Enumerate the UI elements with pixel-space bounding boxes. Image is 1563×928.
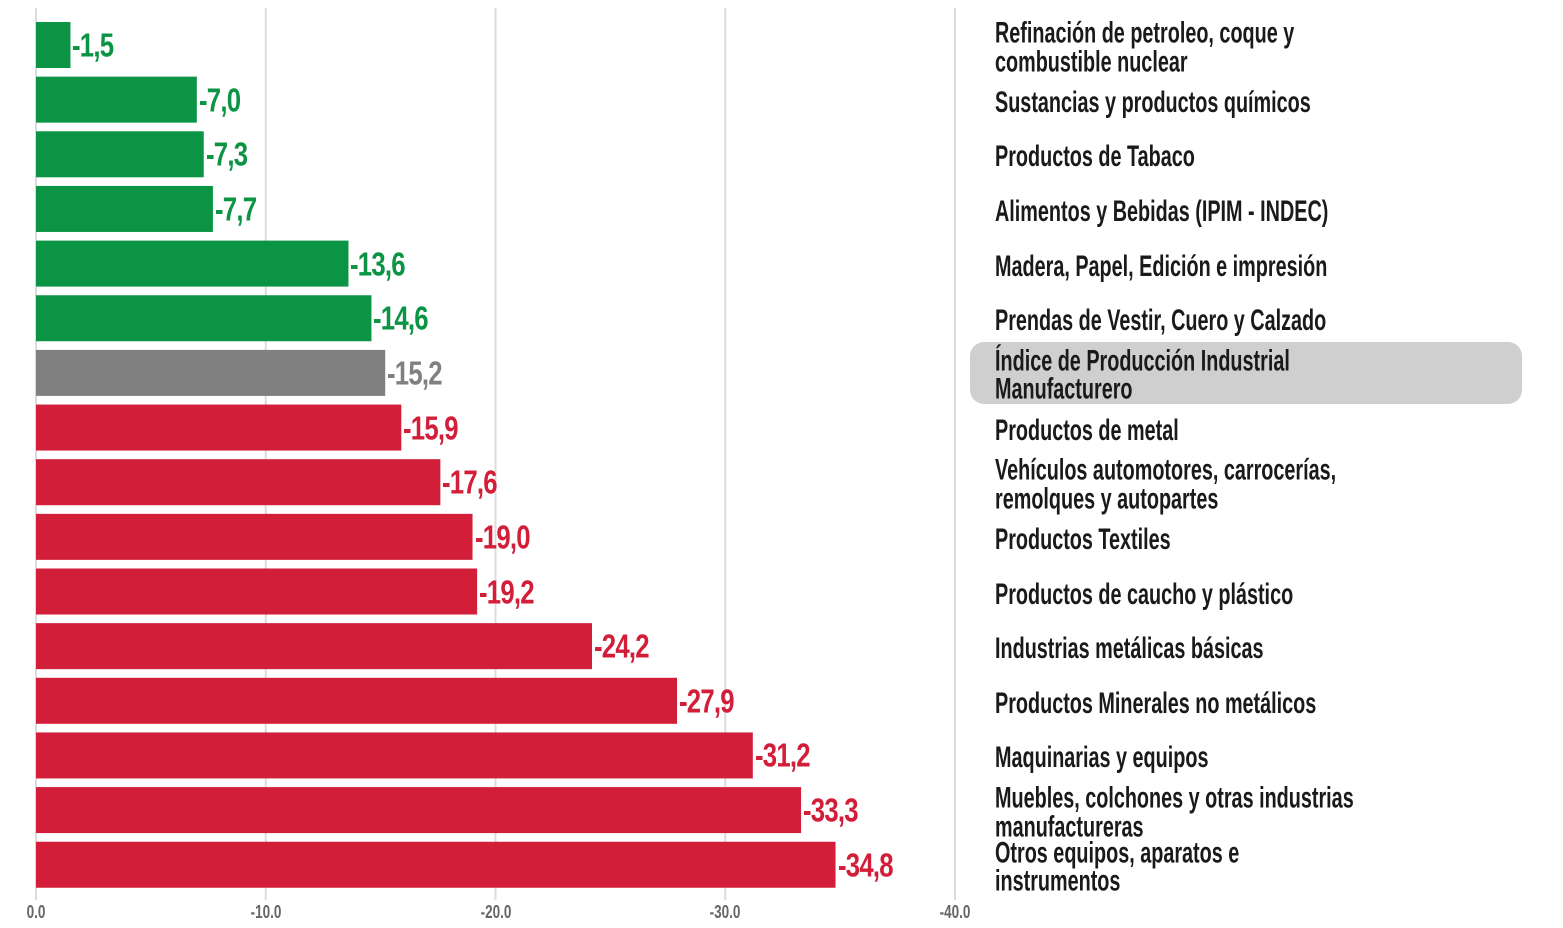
category-label: Otros equipos, aparatos e instrumentos (995, 836, 1240, 898)
bar (36, 131, 204, 178)
data-label: -34,8 (837, 846, 894, 884)
data-label: -7,7 (214, 190, 257, 228)
highlight (970, 341, 1522, 404)
data-label: -14,6 (373, 299, 429, 337)
bar (36, 732, 753, 779)
category-label: Productos de metal (995, 413, 1179, 447)
bar (36, 677, 678, 724)
bar (36, 404, 402, 451)
data-label: -7,3 (205, 135, 248, 173)
category-label: Refinación de petroleo, coque y combusti… (995, 16, 1295, 78)
x-tick-label: 0.0 (26, 902, 46, 922)
x-tick-label: -30.0 (709, 902, 741, 922)
category-label: Prendas de Vestir, Cuero y Calzado (995, 304, 1327, 337)
x-tick-label: -10.0 (250, 902, 282, 922)
bar (36, 76, 197, 123)
category-label: Maquinarias y equipos (995, 741, 1209, 775)
category-label: Madera, Papel, Edición e impresión (995, 249, 1328, 283)
data-label: -19,0 (474, 518, 531, 556)
bar (36, 349, 386, 396)
category-label: Sustancias y productos químicos (995, 85, 1311, 119)
category-label: Productos Minerales no metálicos (995, 686, 1317, 720)
data-label: -1,5 (72, 26, 114, 64)
data-label: -15,2 (387, 354, 443, 392)
bar (36, 623, 592, 670)
bar (36, 22, 71, 68)
data-label: -19,2 (479, 572, 535, 610)
x-tick-label: -20.0 (480, 902, 511, 922)
data-label: -15,9 (403, 408, 459, 446)
bar (36, 295, 372, 342)
category-label: Productos de caucho y plástico (995, 577, 1294, 611)
data-label: -13,6 (350, 244, 406, 282)
data-label: -24,2 (593, 627, 650, 665)
bar (36, 513, 473, 560)
data-label: -31,2 (754, 736, 811, 774)
bar (36, 787, 802, 834)
category-label: Productos de Tabaco (995, 140, 1195, 174)
category-label: Muebles, colchones y otras industrias ma… (995, 781, 1354, 844)
data-label: -27,9 (679, 682, 735, 720)
bar (36, 459, 441, 506)
category-label: Índice de Producción Industrial Manufact… (995, 344, 1290, 406)
bar (36, 841, 836, 888)
category-label: Alimentos y Bebidas (IPIM - INDEC) (995, 194, 1329, 228)
bar (36, 185, 213, 232)
category-label: Vehículos automotores, carrocerías, remo… (995, 453, 1337, 516)
data-label: -7,0 (198, 80, 241, 118)
bar (36, 240, 349, 287)
category-label: Industrias metálicas básicas (995, 631, 1264, 665)
category-label: Productos Textiles (995, 522, 1171, 556)
x-tick-label: -40.0 (939, 902, 971, 922)
data-label: -33,3 (803, 791, 859, 829)
bar (36, 568, 478, 615)
data-label: -17,6 (442, 463, 498, 501)
